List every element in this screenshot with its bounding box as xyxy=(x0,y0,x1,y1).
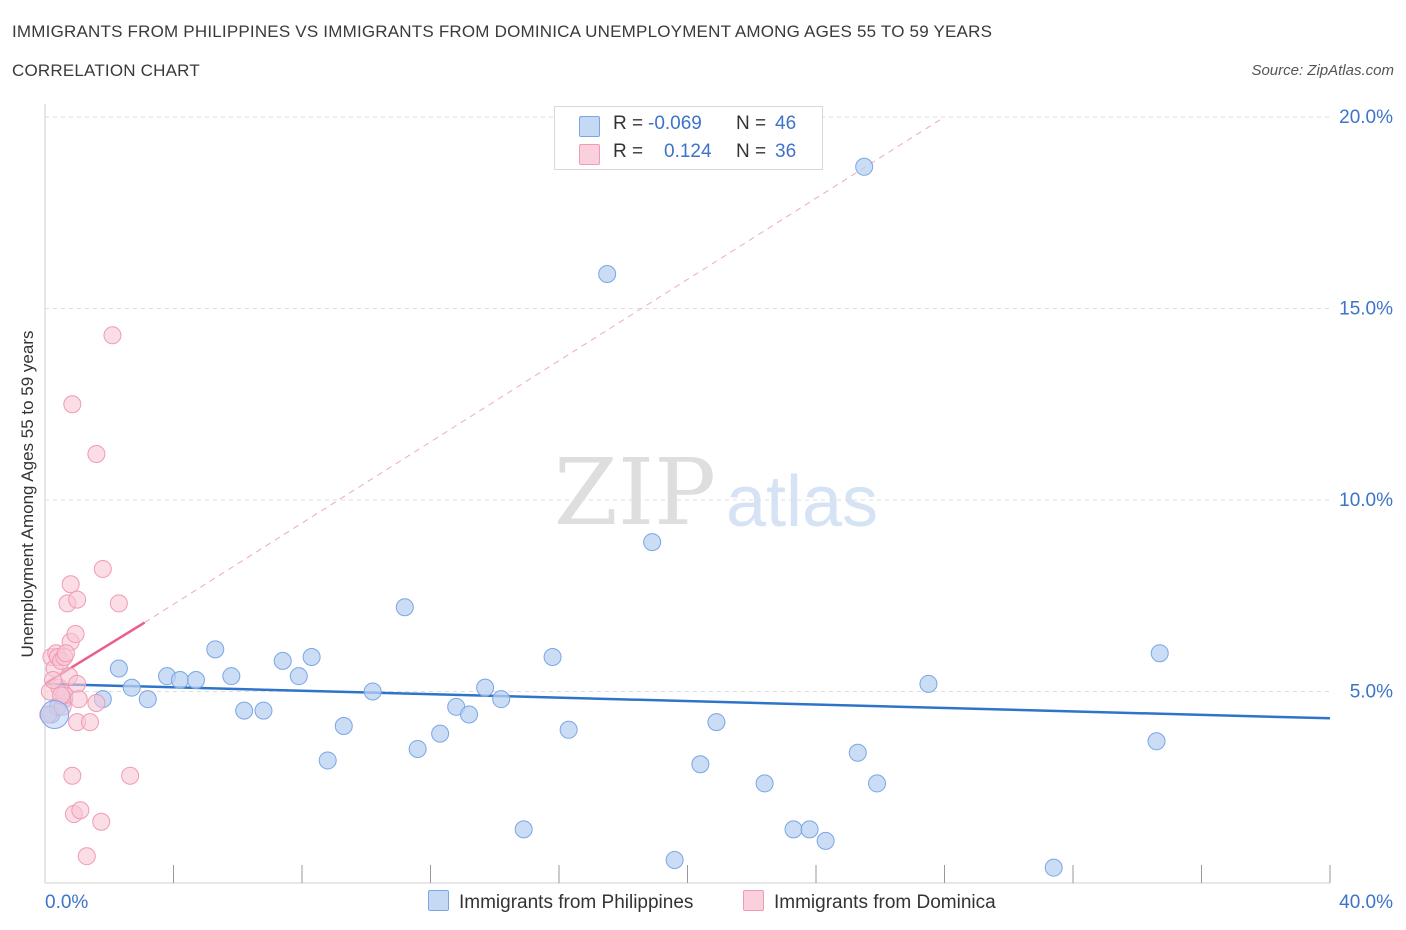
point-dominica xyxy=(80,713,99,732)
point-philippines xyxy=(170,671,189,690)
point-philippines xyxy=(919,674,938,693)
point-philippines xyxy=(235,701,254,720)
legend-n-label: N = xyxy=(736,113,767,134)
legend-r-value: 0.124 xyxy=(664,141,712,162)
point-philippines xyxy=(318,751,337,770)
point-philippines xyxy=(868,774,887,793)
legend-item-philippines: Immigrants from Philippines xyxy=(428,890,693,914)
point-dominica xyxy=(103,326,122,345)
point-philippines xyxy=(643,533,662,552)
trend-line-dominica-extended xyxy=(144,116,945,623)
point-philippines xyxy=(816,831,835,850)
chart-title: IMMIGRANTS FROM PHILIPPINES VS IMMIGRANT… xyxy=(12,22,993,41)
point-philippines xyxy=(855,157,874,176)
legend-swatch-dominica xyxy=(579,144,600,165)
legend-r-label: R = xyxy=(613,113,644,134)
point-philippines xyxy=(222,667,241,686)
point-philippines xyxy=(476,678,495,697)
point-philippines xyxy=(543,648,562,667)
point-philippines xyxy=(784,820,803,839)
point-philippines xyxy=(109,659,128,678)
legend-swatch-philippines xyxy=(579,116,600,137)
point-philippines xyxy=(514,820,533,839)
point-philippines xyxy=(254,701,273,720)
point-philippines xyxy=(1150,644,1169,663)
legend-n-value: 46 xyxy=(775,113,797,134)
source-label: Source: ZipAtlas.com xyxy=(1251,62,1394,79)
correlation-legend: R = -0.069 N = 46 R = 0.124 N = 36 xyxy=(554,106,823,170)
legend-n-label: N = xyxy=(736,141,767,162)
point-philippines xyxy=(598,265,617,284)
point-philippines xyxy=(460,705,479,724)
legend-n-value: 36 xyxy=(775,141,797,162)
point-dominica xyxy=(92,812,111,831)
point-dominica xyxy=(63,395,82,414)
point-dominica xyxy=(63,766,82,785)
point-dominica xyxy=(121,766,140,785)
point-philippines xyxy=(186,671,205,690)
point-philippines xyxy=(138,690,157,709)
tick-labels: 5.0% 10.0% 15.0% 20.0% 0.0% 40.0% xyxy=(45,107,1393,913)
point-philippines xyxy=(206,640,225,659)
point-philippines xyxy=(273,651,292,670)
legend-r-value: -0.069 xyxy=(648,113,702,134)
data-points xyxy=(39,157,1169,877)
legend-r-label: R = xyxy=(613,141,644,162)
point-dominica xyxy=(44,671,63,690)
point-philippines xyxy=(755,774,774,793)
y-tick-label: 15.0% xyxy=(1339,299,1393,320)
axes xyxy=(44,104,1331,884)
point-philippines xyxy=(707,713,726,732)
watermark: ZIP atlas xyxy=(554,439,878,546)
y-axis-label: Unemployment Among Ages 55 to 59 years xyxy=(18,330,37,658)
y-tick-label: 5.0% xyxy=(1350,682,1393,703)
point-dominica xyxy=(68,590,87,609)
point-philippines xyxy=(800,820,819,839)
point-philippines xyxy=(302,648,321,667)
point-philippines xyxy=(665,851,684,870)
x-tick-label: 40.0% xyxy=(1339,892,1393,913)
legend-item-dominica: Immigrants from Dominica xyxy=(743,890,996,914)
point-dominica xyxy=(56,644,75,663)
legend-label-philippines: Immigrants from Philippines xyxy=(459,892,694,913)
point-dominica xyxy=(69,690,88,709)
point-philippines xyxy=(691,755,710,774)
y-tick-label: 20.0% xyxy=(1339,107,1393,128)
point-philippines xyxy=(1044,858,1063,877)
point-philippines xyxy=(408,739,427,758)
point-philippines-cluster xyxy=(40,699,70,729)
trend-lines xyxy=(44,116,1331,720)
point-dominica xyxy=(66,625,85,644)
watermark-atlas: atlas xyxy=(726,462,878,542)
legend-label-dominica: Immigrants from Dominica xyxy=(774,892,996,913)
point-philippines xyxy=(559,720,578,739)
point-dominica xyxy=(87,693,106,712)
point-philippines xyxy=(122,678,141,697)
legend-swatch-philippines xyxy=(428,890,449,911)
point-philippines xyxy=(395,598,414,617)
point-dominica xyxy=(68,674,87,693)
legend-swatch-dominica xyxy=(743,890,764,911)
point-philippines xyxy=(334,716,353,735)
gridlines xyxy=(45,116,1330,692)
point-dominica xyxy=(61,575,80,594)
point-philippines xyxy=(363,682,382,701)
watermark-zip: ZIP xyxy=(554,439,716,546)
chart-subtitle: CORRELATION CHART xyxy=(12,61,200,80)
point-philippines xyxy=(848,743,867,762)
point-philippines xyxy=(289,667,308,686)
point-philippines xyxy=(1147,732,1166,751)
y-tick-label: 10.0% xyxy=(1339,490,1393,511)
point-philippines xyxy=(431,724,450,743)
point-philippines xyxy=(492,690,511,709)
point-dominica xyxy=(71,801,90,820)
point-dominica xyxy=(109,594,128,613)
trend-line-philippines xyxy=(44,682,1331,720)
x-tick-label: 0.0% xyxy=(45,892,88,913)
point-dominica xyxy=(77,847,96,866)
point-dominica xyxy=(93,559,112,578)
point-dominica xyxy=(87,445,106,464)
